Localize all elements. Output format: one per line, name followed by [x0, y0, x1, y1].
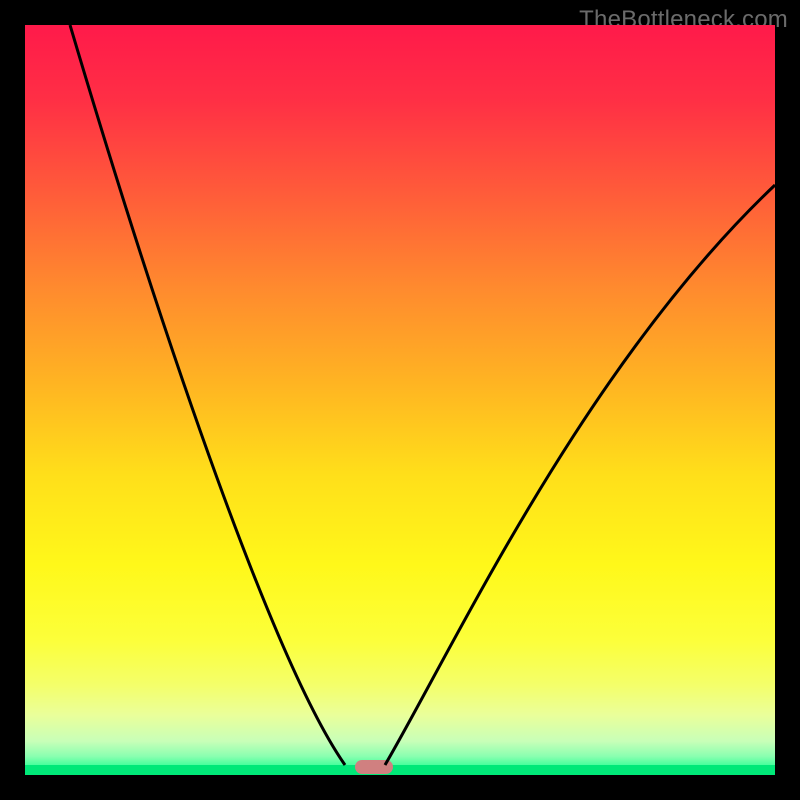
curve-layer	[25, 25, 775, 775]
bottleneck-curve	[70, 25, 775, 765]
bottom-green-strip	[25, 765, 775, 775]
plot-area	[25, 25, 775, 775]
chart-frame: TheBottleneck.com	[0, 0, 800, 800]
